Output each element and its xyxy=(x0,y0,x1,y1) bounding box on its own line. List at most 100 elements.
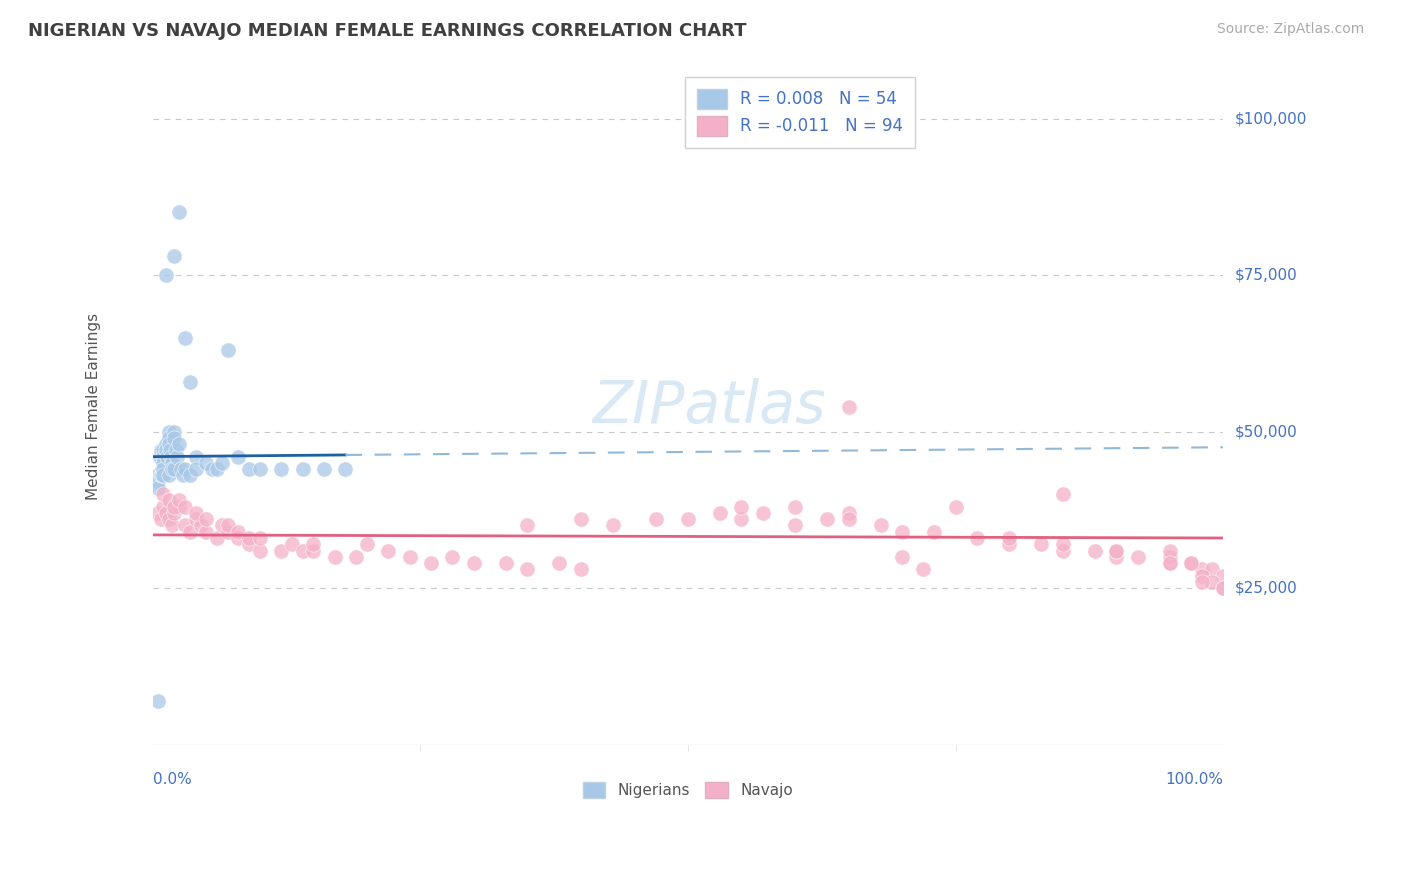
Point xyxy=(377,543,399,558)
Point xyxy=(441,549,464,564)
Point xyxy=(1191,568,1213,582)
Point xyxy=(1159,556,1181,570)
Point xyxy=(752,506,775,520)
Point xyxy=(837,512,859,526)
Point xyxy=(869,518,891,533)
Point xyxy=(169,493,191,508)
Point xyxy=(1052,487,1074,501)
Point xyxy=(160,456,183,470)
Point xyxy=(228,531,250,545)
Point xyxy=(152,443,174,458)
Point xyxy=(166,450,188,464)
Point xyxy=(249,531,271,545)
Text: $100,000: $100,000 xyxy=(1234,112,1306,126)
Point xyxy=(149,450,172,464)
Point xyxy=(150,468,173,483)
Point xyxy=(146,694,169,708)
Point xyxy=(1212,581,1234,595)
Point xyxy=(709,506,731,520)
Point xyxy=(302,543,325,558)
Point xyxy=(217,518,239,533)
Text: 0.0%: 0.0% xyxy=(153,772,191,787)
Point xyxy=(184,462,207,476)
Point xyxy=(169,500,191,514)
Point xyxy=(152,500,174,514)
Point xyxy=(152,487,174,501)
Point xyxy=(184,512,207,526)
Point xyxy=(1212,568,1234,582)
Point xyxy=(837,400,859,414)
Point xyxy=(238,537,260,551)
Point xyxy=(211,518,233,533)
Point xyxy=(205,531,228,545)
Point xyxy=(1159,543,1181,558)
Point xyxy=(195,512,218,526)
Point xyxy=(335,462,357,476)
Point xyxy=(201,462,224,476)
Point xyxy=(157,431,180,445)
Point xyxy=(179,524,201,539)
Point xyxy=(152,462,174,476)
Point xyxy=(160,518,183,533)
Point xyxy=(163,249,186,263)
Point xyxy=(169,437,191,451)
Point xyxy=(157,493,180,508)
Point xyxy=(150,512,173,526)
Point xyxy=(1180,556,1202,570)
Point xyxy=(217,524,239,539)
Point xyxy=(998,537,1021,551)
Point xyxy=(1105,543,1128,558)
Point xyxy=(312,462,335,476)
Point xyxy=(302,537,325,551)
Point xyxy=(1105,543,1128,558)
Point xyxy=(155,268,177,282)
Point xyxy=(195,524,218,539)
Point xyxy=(998,531,1021,545)
Point xyxy=(184,506,207,520)
Point xyxy=(815,512,838,526)
Point xyxy=(172,468,194,483)
Point xyxy=(157,512,180,526)
Point xyxy=(1212,581,1234,595)
Point xyxy=(516,562,538,576)
Point xyxy=(249,462,271,476)
Point xyxy=(420,556,443,570)
Point xyxy=(152,456,174,470)
Point xyxy=(1191,574,1213,589)
Point xyxy=(150,468,173,483)
Point xyxy=(1031,537,1053,551)
Point xyxy=(179,468,201,483)
Point xyxy=(644,512,666,526)
Point xyxy=(945,500,967,514)
Point xyxy=(270,543,292,558)
Point xyxy=(195,456,218,470)
Point xyxy=(1052,543,1074,558)
Point xyxy=(1201,574,1223,589)
Point xyxy=(228,450,250,464)
Point xyxy=(1159,556,1181,570)
Text: NIGERIAN VS NAVAJO MEDIAN FEMALE EARNINGS CORRELATION CHART: NIGERIAN VS NAVAJO MEDIAN FEMALE EARNING… xyxy=(28,22,747,40)
Point xyxy=(463,556,485,570)
Point xyxy=(150,443,173,458)
Point xyxy=(160,462,183,476)
Point xyxy=(270,462,292,476)
Point xyxy=(602,518,624,533)
Point xyxy=(1084,543,1107,558)
Point xyxy=(676,512,699,526)
Point xyxy=(184,450,207,464)
Point xyxy=(152,450,174,464)
Point xyxy=(922,524,945,539)
Point xyxy=(205,462,228,476)
Point xyxy=(356,537,378,551)
Point xyxy=(344,549,367,564)
Legend: Nigerians, Navajo: Nigerians, Navajo xyxy=(576,776,800,805)
Text: Source: ZipAtlas.com: Source: ZipAtlas.com xyxy=(1216,22,1364,37)
Point xyxy=(165,443,187,458)
Point xyxy=(173,462,195,476)
Point xyxy=(157,468,180,483)
Point xyxy=(152,468,174,483)
Point xyxy=(291,462,314,476)
Point xyxy=(157,425,180,439)
Point xyxy=(146,468,169,483)
Point xyxy=(169,205,191,219)
